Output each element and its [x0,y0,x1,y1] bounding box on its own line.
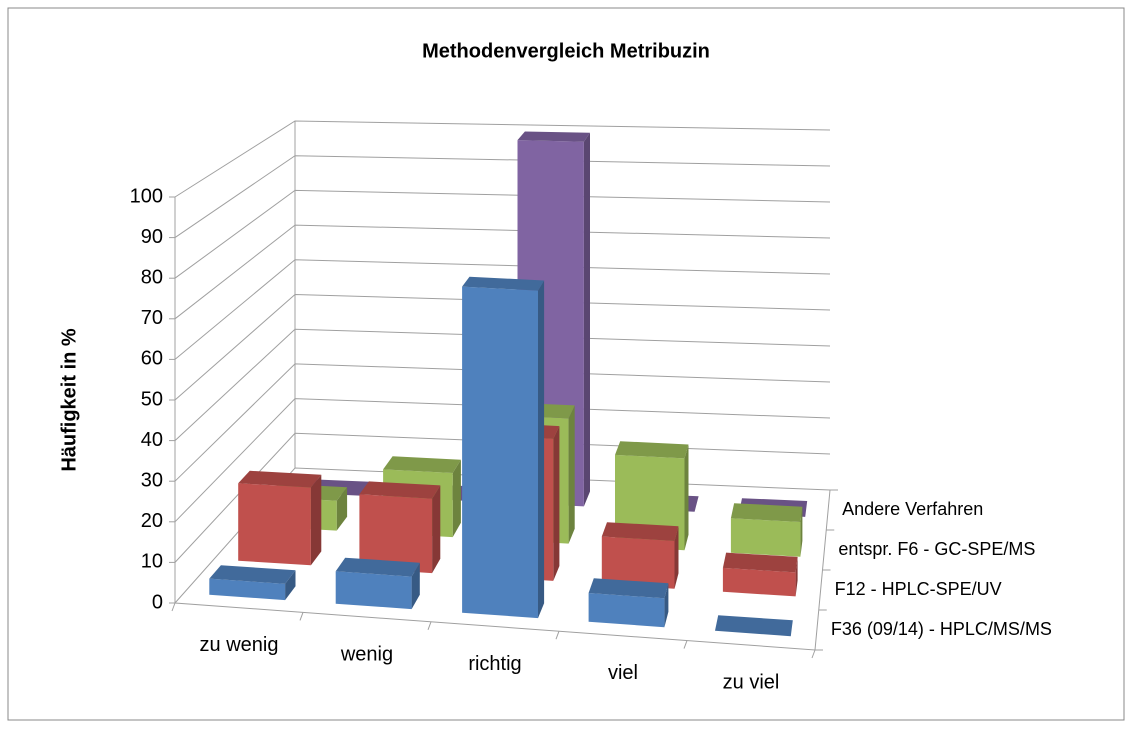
legend-label: entspr. F6 - GC-SPE/MS [838,539,1035,559]
bar-front [722,567,796,597]
x-tick [299,612,304,621]
bar-top [715,615,793,637]
y-tick-label: 100 [130,185,163,207]
x-tick [683,640,688,649]
x-tick-label: richtig [468,653,521,675]
bar [335,557,420,610]
bar-front [359,494,433,574]
bar-side [664,583,669,628]
x-tick-label: zu viel [723,672,780,694]
bar-front [601,536,675,589]
bar-side [411,562,420,610]
bar [462,276,545,619]
bar-side [452,459,461,538]
bar [209,565,296,601]
bar-side [583,132,590,507]
bar-side [432,485,441,574]
y-axis-label: Häufigkeit in % [58,328,80,472]
bar-side [310,474,322,566]
y-tick-label: 10 [141,551,163,573]
bar [588,578,669,628]
bar [601,522,679,589]
bar [238,470,322,566]
y-tick-label: 50 [141,388,163,410]
bar-top [517,131,590,142]
x-tick [427,621,432,630]
bar-side [684,444,689,551]
x-tick [811,649,816,659]
bar-side [553,426,560,581]
bar-top [209,565,296,584]
y-tick-label: 30 [141,469,163,491]
y-tick-label: 20 [141,510,163,532]
bar-side [285,570,296,601]
bar [722,552,798,597]
x-tick [555,631,560,640]
bar-front [730,518,801,557]
bar-top [601,522,679,541]
y-tick-label: 0 [152,591,163,613]
x-tick-label: viel [608,662,638,684]
bar-side [795,556,798,597]
bar-top [383,456,461,473]
bar-front [238,483,311,566]
legend-label: Andere Verfahren [842,499,983,519]
x-tick-label: wenig [340,643,393,665]
bar-side [538,280,545,619]
bar-top [722,552,798,573]
bar-side [568,405,575,544]
bar-top [588,578,669,599]
bar [359,481,441,574]
legend-label: F12 - HPLC-SPE/UV [835,579,1002,599]
x-tick-label: zu wenig [200,634,279,656]
bar-top [238,470,322,488]
bar-side [674,526,679,589]
y-tick-label: 40 [141,429,163,451]
y-tick-label: 70 [141,307,163,329]
bar-top [730,503,803,522]
bar-top [615,441,689,459]
bar [715,615,793,637]
chart-title: Methodenvergleich Metribuzin [422,40,710,62]
bar-side [336,487,348,531]
bar-side [800,506,803,557]
bar-front [209,578,286,601]
x-tick [171,602,176,612]
y-tick-label: 80 [141,266,163,288]
bar-top [359,481,441,499]
legend-label: F36 (09/14) - HPLC/MS/MS [831,619,1052,639]
bar-top [335,557,420,577]
bar [730,503,803,557]
y-tick-label: 60 [141,348,163,370]
bar-top [462,276,545,291]
bar-front [462,286,538,619]
bar-front [588,593,665,628]
bar-front [335,571,412,610]
y-tick-label: 90 [141,226,163,248]
